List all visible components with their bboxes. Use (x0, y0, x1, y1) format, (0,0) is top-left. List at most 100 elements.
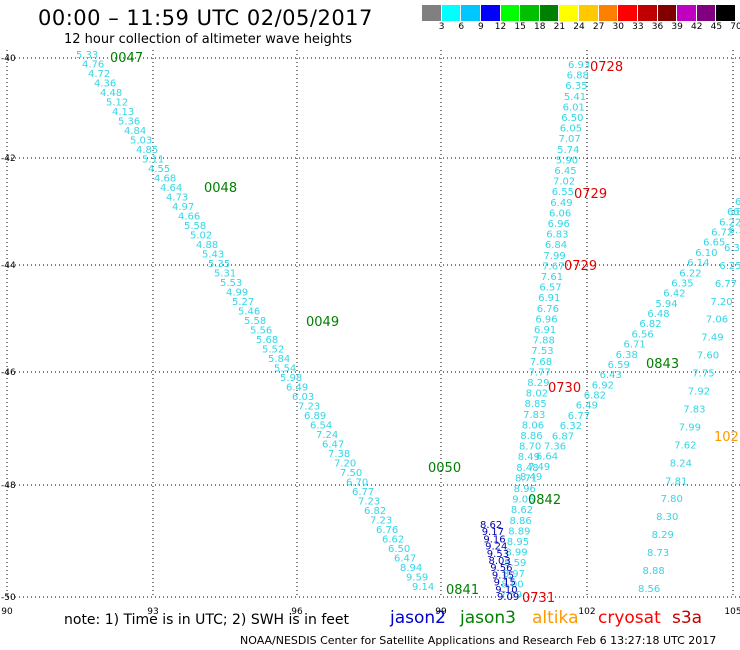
swh-value: 8.59 (504, 558, 526, 569)
legend-label: 27 (592, 22, 605, 32)
swh-value: 8.99 (505, 548, 527, 559)
legend-swatch (422, 5, 442, 21)
swh-value: 8.03 (489, 556, 511, 567)
swh-value: 5.33 (76, 50, 98, 61)
swh-value: 5.02 (190, 231, 212, 242)
swh-value: 5.46 (238, 307, 260, 318)
swh-value: 8.95 (507, 537, 529, 548)
wave-height-color-legend (422, 5, 736, 21)
swh-value: 9.09 (497, 592, 519, 603)
pass-time-label: 0729 (564, 259, 597, 274)
lat-tick-label: -44 (1, 261, 16, 271)
lon-tick-label: 96 (291, 607, 303, 617)
swh-value: 4.76 (82, 60, 104, 71)
swh-value: 4.88 (196, 240, 218, 251)
swh-value: 6.42 (663, 289, 685, 300)
swh-value: 8.88 (643, 566, 665, 577)
swh-value: 9.16 (483, 534, 505, 545)
swh-value: 7.49 (701, 333, 723, 344)
swh-value: 5.54 (274, 364, 296, 375)
swh-value: 6.71 (624, 340, 646, 351)
swh-value: 8.89 (508, 526, 530, 537)
swh-value: 8.29 (527, 378, 549, 389)
swh-value: 7.81 (665, 476, 687, 487)
swh-value: 8.94 (400, 563, 422, 574)
legend-swatch (441, 5, 462, 21)
swh-value: 8.48 (516, 463, 538, 474)
pass-time-label: 0842 (528, 493, 561, 508)
swh-value: 5.74 (557, 145, 579, 156)
swh-value: 5.43 (202, 250, 224, 261)
legend-label: 9 (478, 22, 484, 32)
swh-value: 6.96 (548, 219, 570, 230)
legend-swatch (539, 5, 560, 21)
swh-value: 9.17 (482, 527, 504, 538)
swh-value: 6.50 (561, 113, 583, 124)
swh-value: 9.15 (492, 570, 514, 581)
legend-label: 33 (632, 22, 644, 32)
swh-value: 6.93 (568, 60, 590, 71)
legend-label: 3 (438, 22, 445, 32)
swh-value: 6.36 (724, 243, 740, 254)
legend-label: 6 (458, 22, 465, 32)
swh-value: 6.84 (545, 240, 567, 251)
legend-label: 30 (612, 22, 624, 32)
swh-value: 7.67 (542, 261, 564, 272)
swh-value: 8.30 (656, 512, 678, 523)
legend-swatch (677, 5, 697, 21)
swh-value: 6.82 (727, 207, 740, 218)
swh-value: 6.76 (376, 525, 398, 536)
swh-value: 5.84 (268, 354, 290, 365)
swh-value: 7.20 (710, 297, 732, 308)
pass-time-label: 0048 (204, 181, 237, 196)
swh-value: 7.23 (370, 516, 392, 527)
swh-value: 9.53 (487, 549, 509, 560)
swh-value: 6.49 (286, 383, 308, 394)
pass-time-label: 0049 (306, 315, 339, 330)
swh-value: 6.72 (711, 228, 733, 239)
swh-value: 6.35 (565, 81, 587, 92)
swh-value: 6.50 (388, 544, 410, 555)
pass-time-label: 0050 (428, 461, 461, 476)
legend-swatch (657, 5, 678, 21)
satellite-cryosat: cryosat (598, 608, 661, 628)
swh-value: 7.59 (500, 590, 522, 601)
swh-value: 5.36 (118, 117, 140, 128)
pass-time-label: 0841 (446, 583, 479, 598)
swh-value: 6.88 (567, 71, 589, 82)
swh-value: 8.00 (501, 579, 523, 590)
swh-value: 6.05 (560, 124, 582, 135)
pass-time-label: 102 (714, 430, 739, 445)
swh-value: 6.82 (639, 319, 661, 330)
swh-value: 6.1 (729, 225, 740, 236)
swh-value: 4.13 (112, 107, 134, 118)
legend-label: 12 (494, 22, 507, 32)
swh-value: 8.02 (526, 389, 548, 400)
swh-value: 4.99 (226, 288, 248, 299)
swh-value: 5.56 (250, 326, 272, 337)
swh-value: 7.99 (679, 422, 701, 433)
legend-swatch (480, 5, 501, 21)
swh-value: 8.29 (652, 530, 674, 541)
swh-value: 7.92 (688, 387, 710, 398)
swh-value: 7.77 (529, 367, 551, 378)
swh-value: 8.85 (525, 399, 547, 410)
swh-value: 8.49 (518, 452, 540, 463)
legend-label: 18 (534, 22, 546, 32)
footer-credit: NOAA/NESDIS Center for Satellite Applica… (240, 634, 717, 647)
legend-label: 42 (691, 22, 703, 32)
legend-label: 15 (514, 22, 526, 32)
swh-value: 7.06 (706, 315, 728, 326)
satellite-jason3: jason3 (460, 608, 516, 628)
swh-value: 4.84 (124, 126, 146, 137)
legend-label: 45 (710, 22, 723, 32)
swh-value: 6.25 (719, 261, 740, 272)
swh-value: 8.70 (519, 442, 541, 453)
swh-value: 6.14 (687, 258, 709, 269)
altimeter-tracks: 5.334.764.724.364.485.124.135.364.845.03… (76, 50, 740, 603)
swh-value: 6.47 (322, 440, 344, 451)
swh-value: 9.15 (494, 578, 516, 589)
swh-value: 8.24 (670, 458, 692, 469)
swh-value: 6.43 (600, 370, 622, 381)
swh-value: 6.77 (352, 487, 374, 498)
